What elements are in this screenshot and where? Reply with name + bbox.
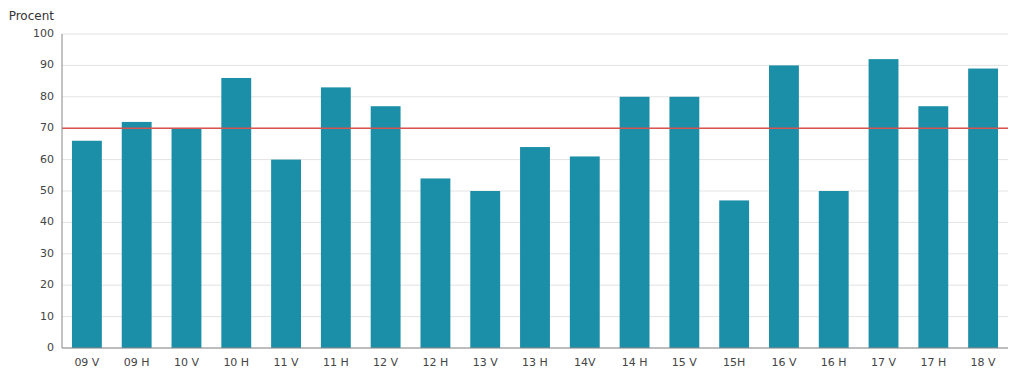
y-tick-label: 10 [40,310,54,323]
reference-line [62,127,1008,129]
bar [371,106,401,348]
bar [520,147,550,348]
bar [172,128,202,348]
bar [570,156,600,348]
x-tick-label: 17 H [920,356,946,369]
bar [420,178,450,348]
bar [719,200,749,348]
bar [769,65,799,348]
bar [819,191,849,348]
y-tick-label: 90 [40,58,54,71]
y-tick-label: 100 [33,27,54,40]
bar [869,59,899,348]
y-tick-label: 0 [47,341,54,354]
chart-container: 0 10 20 30 40 50 60 70 80 90 100 09 V 09 H 10 V 10 H 11… [0,0,1024,384]
x-tick-label: 09 H [124,356,150,369]
bar [122,122,152,348]
bar [271,160,301,348]
y-tick-label: 80 [40,90,54,103]
x-tick-label: 13 H [522,356,548,369]
x-tick-label: 16 H [821,356,847,369]
x-tick-label: 18 V [971,356,996,369]
y-tick-label: 70 [40,121,54,134]
x-tick-label: 11 H [323,356,349,369]
x-tick-label: 14V [574,356,596,369]
x-tick-label: 16 V [771,356,796,369]
x-tick-label: 17 V [871,356,896,369]
y-axis-label: Procent [9,9,55,23]
bar [470,191,500,348]
x-axis: 09 V 09 H 10 V 10 H 11 V 11 H 12 V 12 H 13 V 13 H… [74,356,996,369]
bar [321,87,351,348]
x-tick-label: 10 H [223,356,249,369]
y-axis: 0 10 20 30 40 50 60 70 80 90 100 [33,27,54,354]
y-tick-label: 30 [40,247,54,260]
bars [62,59,1008,348]
grid-line [62,128,1008,129]
bar [968,69,998,348]
y-tick-label: 50 [40,184,54,197]
x-tick-label: 12 V [373,356,398,369]
x-tick-label: 14 H [622,356,648,369]
y-axis-line [62,34,63,348]
bar [918,106,948,348]
x-tick-label: 10 V [174,356,199,369]
grid-line [62,65,1008,66]
x-tick-label: 12 H [423,356,449,369]
y-tick-label: 20 [40,278,54,291]
grid-line [62,96,1008,97]
y-tick-label: 40 [40,215,54,228]
bar [72,141,102,348]
bar [221,78,251,348]
grid-line [62,34,1008,35]
x-tick-label: 11 V [274,356,299,369]
x-tick-label: 09 V [74,356,99,369]
x-axis-line [62,348,1008,349]
chart: 0 10 20 30 40 50 60 70 80 90 100 09 V 09 H 10 V 10 H 11… [0,0,1024,384]
x-tick-label: 15 V [672,356,697,369]
x-tick-label: 15H [723,356,745,369]
bar [669,97,699,348]
bar [620,97,650,348]
grid [62,34,1008,348]
grid-line [62,348,1008,349]
y-tick-label: 60 [40,153,54,166]
x-tick-label: 13 V [473,356,498,369]
